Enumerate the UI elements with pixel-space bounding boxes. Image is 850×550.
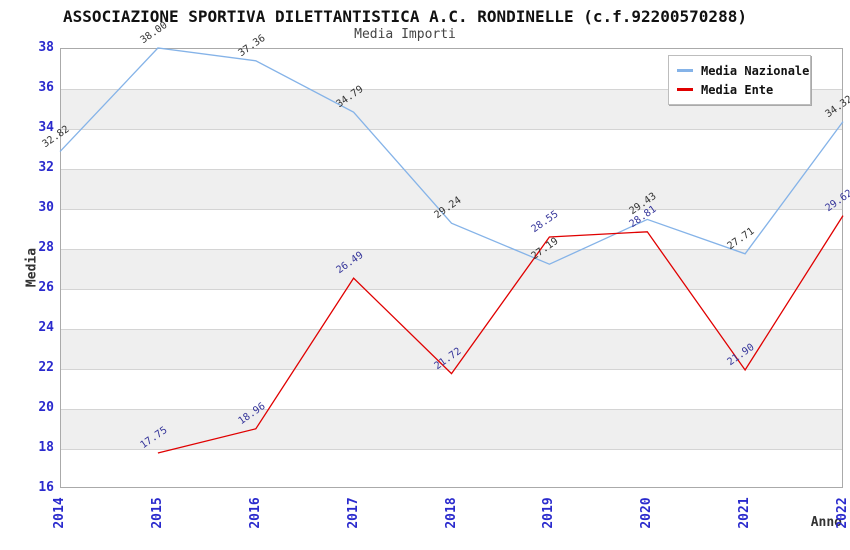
gridline — [61, 448, 842, 450]
x-tick-label: 2016 — [247, 497, 263, 529]
legend-label: Media Ente — [701, 82, 774, 97]
y-tick-label: 24 — [38, 320, 54, 335]
gridline — [61, 288, 842, 290]
y-tick-label: 16 — [38, 480, 54, 495]
x-tick-label: 2019 — [541, 497, 557, 529]
gridline — [61, 88, 842, 90]
gridline — [61, 248, 842, 250]
y-tick-label: 22 — [38, 360, 54, 375]
legend-line-marker-icon — [677, 88, 693, 91]
gridline — [61, 208, 842, 210]
x-tick-label: 2021 — [737, 497, 753, 529]
band — [61, 249, 842, 289]
x-tick-label: 2015 — [149, 497, 165, 529]
series-line-media-ente — [157, 215, 844, 454]
x-tick-label: 2017 — [345, 497, 361, 529]
gridline — [61, 368, 842, 370]
x-tick-label: 2014 — [52, 497, 67, 529]
series-line-media-nazionale — [59, 47, 844, 265]
x-tick-label: 2022 — [835, 497, 850, 529]
legend-item: Media Ente — [677, 80, 804, 99]
legend-label: Media Nazionale — [701, 63, 810, 78]
gridline — [61, 408, 842, 410]
x-axis-title: Anno — [810, 515, 842, 530]
chart-title: ASSOCIAZIONE SPORTIVA DILETTANTISTICA A.… — [63, 7, 747, 26]
y-tick-label: 18 — [38, 440, 54, 455]
x-tick-label: 2020 — [639, 497, 655, 529]
y-tick-label: 32 — [38, 160, 54, 175]
y-tick-label: 34 — [38, 120, 54, 135]
y-tick-label: 20 — [38, 400, 54, 415]
band — [61, 329, 842, 369]
y-tick-label: 26 — [38, 280, 54, 295]
gridline — [61, 168, 842, 170]
legend: Media Nazionale Media Ente — [668, 55, 811, 105]
band — [61, 169, 842, 209]
chart-subtitle: Media Importi — [354, 27, 456, 42]
legend-line-marker-icon — [677, 69, 693, 72]
y-tick-label: 28 — [38, 240, 54, 255]
gridline — [61, 328, 842, 330]
plot-area — [60, 48, 843, 488]
legend-item: Media Nazionale — [677, 61, 809, 80]
band — [61, 409, 842, 449]
x-tick-label: 2018 — [443, 497, 459, 529]
y-tick-label: 38 — [38, 40, 54, 55]
y-tick-label: 30 — [38, 200, 54, 215]
series-lines — [59, 47, 844, 454]
gridline — [61, 128, 842, 130]
y-tick-label: 36 — [38, 80, 54, 95]
